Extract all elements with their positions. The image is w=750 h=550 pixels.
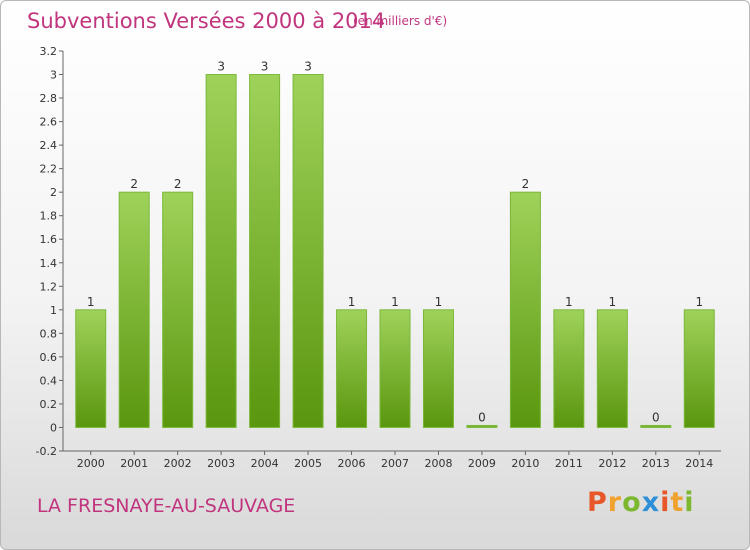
logo-letter: i (684, 487, 695, 518)
bar-2001 (118, 191, 150, 428)
chart-title: Subventions Versées 2000 à 2014 (27, 9, 386, 33)
bar-2010 (509, 191, 541, 428)
data-label-2005: 3 (304, 60, 312, 74)
bar-2007 (379, 309, 411, 428)
data-label-2000: 1 (87, 295, 95, 309)
bar-2012 (596, 309, 628, 428)
bar-2008 (422, 309, 454, 428)
logo-letter: t (670, 487, 685, 518)
logo-letter: o (622, 487, 642, 518)
chart-labels: 1200022001220023200332004320051200612007… (77, 60, 714, 470)
x-tick-label-2009: 2009 (468, 457, 496, 470)
x-tick-label-2014: 2014 (685, 457, 713, 470)
proxiti-logo[interactable]: Proxiti (587, 487, 695, 518)
y-tick-label: 1.2 (40, 280, 58, 293)
y-tick-label: 2.8 (40, 92, 58, 105)
x-tick-label-2012: 2012 (598, 457, 626, 470)
x-tick-label-2007: 2007 (381, 457, 409, 470)
bar-2004 (249, 74, 281, 428)
bar-2005 (292, 74, 324, 428)
y-tick-label: 0.8 (40, 327, 58, 340)
data-label-2007: 1 (391, 295, 399, 309)
y-tick-label: 1.6 (40, 233, 58, 246)
data-label-2013: 0 (652, 410, 660, 424)
y-tick-label: 0.2 (40, 398, 58, 411)
bar-2011 (553, 309, 585, 428)
bar-2013 (640, 424, 672, 428)
bar-2002 (162, 191, 194, 428)
chart-bars (75, 74, 715, 428)
bar-2014 (683, 309, 715, 428)
x-tick-label-2001: 2001 (120, 457, 148, 470)
y-tick-label: 2.4 (40, 139, 58, 152)
data-label-2006: 1 (348, 295, 356, 309)
y-tick-label: 1.4 (40, 257, 58, 270)
logo-letter: i (660, 487, 671, 518)
data-label-2004: 3 (261, 60, 269, 74)
y-tick-label: 1.8 (40, 210, 58, 223)
data-label-2011: 1 (565, 295, 573, 309)
y-tick-label: 1 (50, 304, 57, 317)
x-tick-label-2004: 2004 (251, 457, 279, 470)
y-tick-label: 2.2 (40, 163, 58, 176)
bar-2006 (336, 309, 368, 428)
chart-axes: -0.2 0 0.2 0.4 0.6 0.8 1 1.2 1.4 1.6 1.8 2 2.2 2.4 2.6… (36, 45, 721, 458)
x-tick-label-2013: 2013 (642, 457, 670, 470)
x-tick-label-2008: 2008 (424, 457, 452, 470)
y-tick-label: 2.6 (40, 116, 58, 129)
y-tick-label: 0.4 (40, 374, 58, 387)
data-label-2014: 1 (695, 295, 703, 309)
logo-letter: r (607, 487, 623, 518)
data-label-2008: 1 (435, 295, 443, 309)
data-label-2003: 3 (217, 60, 225, 74)
x-tick-label-2000: 2000 (77, 457, 105, 470)
x-tick-label-2011: 2011 (555, 457, 583, 470)
y-tick-label: 3.2 (40, 45, 58, 58)
x-tick-label-2006: 2006 (338, 457, 366, 470)
y-tick-label: 3 (50, 69, 57, 82)
y-tick-label: 0.6 (40, 351, 58, 364)
x-tick-label-2003: 2003 (207, 457, 235, 470)
data-label-2009: 0 (478, 410, 486, 424)
y-tick-label: 0 (50, 421, 57, 434)
x-tick-label-2005: 2005 (294, 457, 322, 470)
logo-letter: P (587, 487, 608, 518)
data-label-2002: 2 (174, 177, 182, 191)
bar-2003 (205, 74, 237, 428)
y-tick-label: -0.2 (36, 445, 57, 458)
data-label-2001: 2 (130, 177, 138, 191)
data-label-2012: 1 (609, 295, 617, 309)
logo-letter: x (641, 487, 661, 518)
bar-2000 (75, 309, 107, 428)
x-tick-label-2002: 2002 (164, 457, 192, 470)
bar-2009 (466, 424, 498, 428)
x-tick-label-2010: 2010 (511, 457, 539, 470)
commune-name: LA FRESNAYE-AU-SAUVAGE (37, 495, 296, 517)
data-label-2010: 2 (522, 177, 530, 191)
y-tick-label: 2 (50, 186, 57, 199)
chart-subtitle: (en milliers d'€) (353, 14, 448, 28)
